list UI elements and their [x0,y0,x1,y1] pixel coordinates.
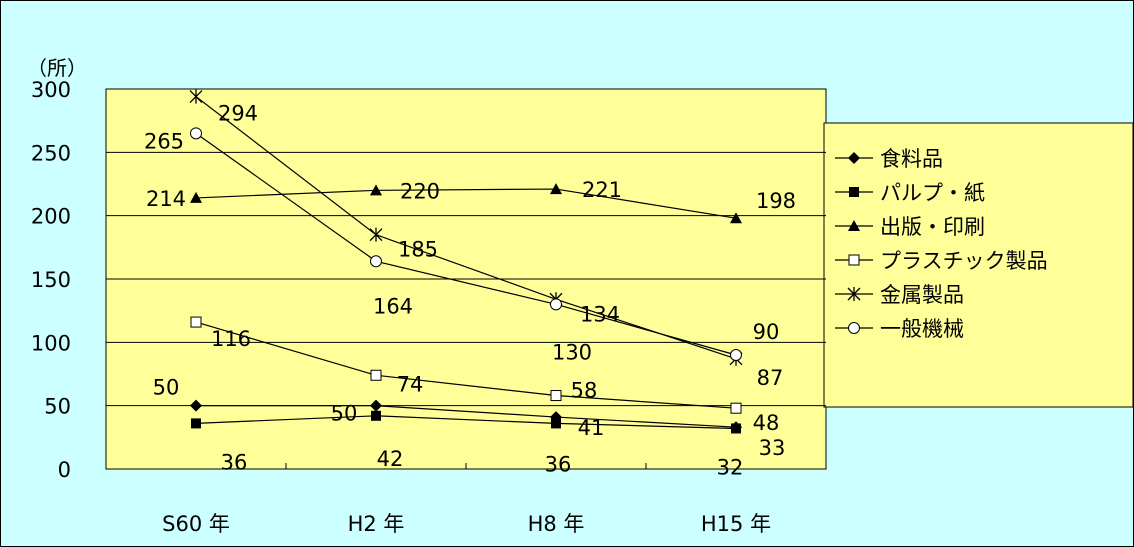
series-group [189,89,743,434]
legend-marker [848,322,860,334]
data-label: 116 [211,327,251,351]
legend-entry: 金属製品 [835,283,964,307]
data-point [190,127,202,140]
legend-entry: 出版・印刷 [835,215,985,239]
data-label: 185 [398,238,438,262]
data-point [370,399,382,412]
data-point [550,298,562,311]
y-tick-label: 250 [31,141,71,165]
data-point [371,410,381,421]
data-label: 87 [757,366,784,390]
legend-label: 一般機械 [880,317,964,341]
data-point [370,184,382,196]
x-tick-label: H8 年 [528,512,585,536]
y-tick-label: 200 [31,205,71,229]
data-label: 48 [753,411,780,435]
legend-label: 食料品 [880,147,943,171]
legend-entry: 一般機械 [835,317,964,341]
x-tick-label: H2 年 [348,512,405,536]
data-point [369,227,383,242]
data-point [730,212,742,224]
data-label: 50 [331,402,358,426]
data-label: 33 [759,436,786,460]
series-line [195,188,737,219]
data-label: 41 [578,416,605,440]
data-point [550,183,562,195]
series-line [195,96,737,360]
legend-marker [849,187,859,197]
data-label: 294 [218,102,258,126]
series-line [195,415,737,430]
data-point [730,402,742,414]
data-label: 214 [146,187,186,211]
series-line [195,132,737,356]
legend-marker [847,287,861,301]
data-label: 164 [373,294,413,318]
legend-entry: パルプ・紙 [835,181,985,205]
data-label: 74 [397,372,424,396]
data-label: 220 [400,179,440,203]
series-2 [191,410,741,434]
y-tick-label: 100 [31,331,71,355]
y-axis-ticks: 0 50 100 150 200 250 300 [31,78,71,482]
data-label: 50 [153,376,180,400]
data-label: 36 [545,452,572,476]
x-tick-label: H15 年 [701,512,771,536]
y-axis-unit-label: （所） [27,56,87,80]
data-label: 58 [571,379,598,403]
x-tick-label: S60 年 [162,512,230,536]
data-label: 36 [221,450,248,474]
series-3 [190,183,742,224]
data-label: 265 [144,129,184,153]
data-label: 32 [717,455,744,479]
y-tick-label: 0 [58,458,71,482]
legend-entry: プラスチック製品 [835,249,1048,273]
data-point [190,399,202,412]
data-label: 198 [756,189,796,213]
data-point [551,418,561,429]
data-label: 90 [753,320,780,344]
x-axis-ticks: S60 年 H2 年 H8 年 H15 年 [162,463,771,536]
data-point [191,418,201,429]
series-line [196,405,737,428]
y-tick-label: 300 [31,78,71,102]
data-label: 221 [582,178,622,202]
series-4 [190,316,742,414]
y-tick-label: 50 [44,395,71,419]
data-point [189,89,203,104]
legend-entry: 食料品 [835,147,943,171]
legend-label: 金属製品 [880,283,964,307]
data-point [370,255,382,268]
legend-marker [848,220,860,231]
series-line [195,321,737,409]
legend-label: 出版・印刷 [880,215,985,239]
data-labels: 50 50 41 33 36 42 36 32 214 220 221 198 116 74 58 48 294… [144,102,796,480]
data-point [550,390,562,402]
data-label: 130 [552,340,592,364]
data-point [730,349,742,361]
legend-marker [848,152,860,164]
series-6 [190,127,742,361]
data-point [190,191,202,203]
data-point [731,423,741,434]
legend-label: パルプ・紙 [880,181,985,205]
data-point [190,316,202,328]
legend-marker [848,254,860,266]
data-point [370,369,382,381]
data-label: 134 [580,302,620,326]
y-tick-label: 150 [31,268,71,292]
data-label: 42 [377,447,404,471]
legend-label: プラスチック製品 [880,249,1048,273]
legend-box [823,122,1133,408]
